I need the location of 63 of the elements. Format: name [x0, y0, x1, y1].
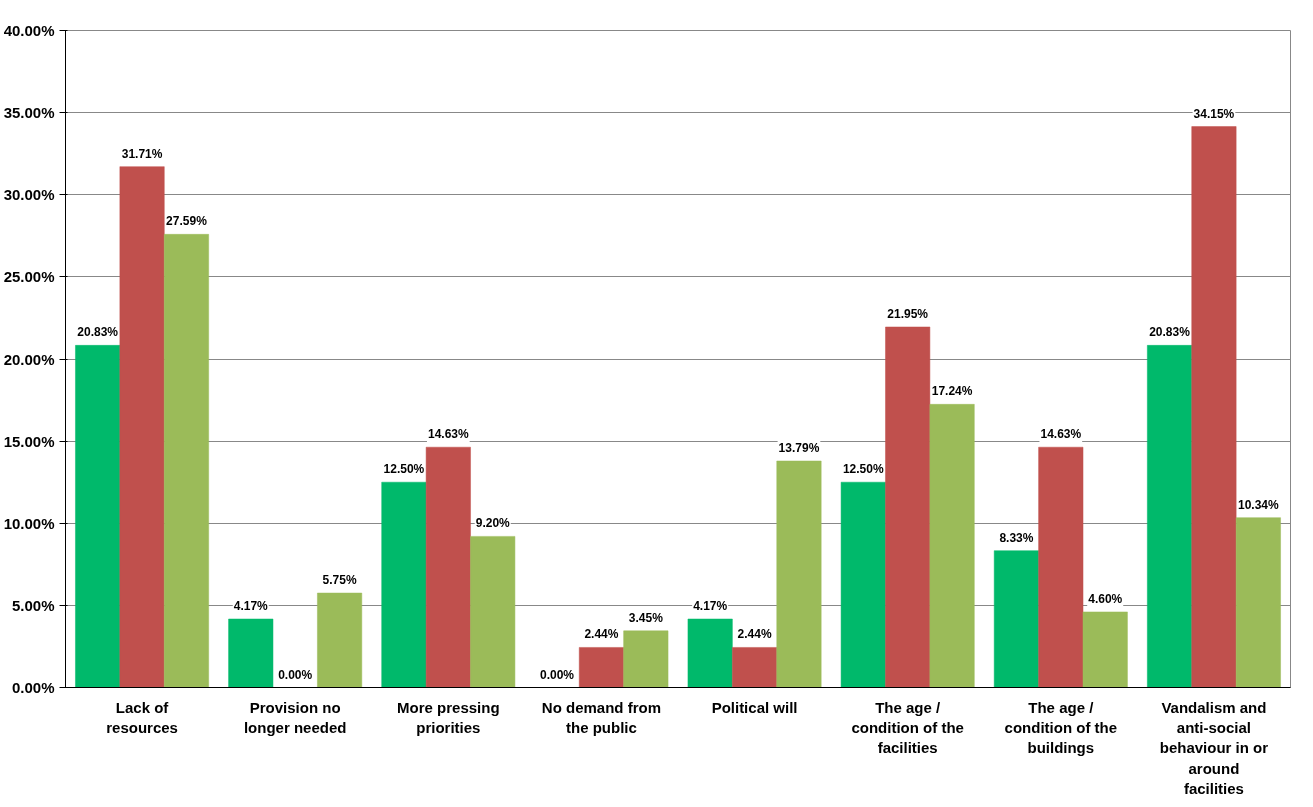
data-label: 2.44%	[584, 627, 619, 642]
data-label: 34.15%	[1193, 106, 1235, 121]
y-tick-label: 10.00%	[3, 514, 55, 532]
bar	[840, 481, 886, 688]
bar	[623, 630, 669, 688]
bar	[1235, 517, 1281, 688]
bar	[929, 404, 975, 688]
data-label: 3.45%	[628, 610, 664, 625]
bar	[993, 550, 1039, 688]
bar	[687, 618, 733, 688]
bar	[1082, 611, 1128, 688]
data-label: 13.79%	[778, 441, 820, 456]
x-tick-label: Political will	[711, 698, 798, 716]
x-tick-label: The age / condition of the buildings	[1004, 698, 1118, 757]
data-label: 20.83%	[1149, 325, 1191, 340]
y-tick-label: 0.00%	[11, 679, 55, 696]
data-label: 14.63%	[1040, 427, 1082, 442]
y-tick-label: 40.00%	[3, 22, 55, 39]
data-label: 4.17%	[693, 599, 728, 614]
bar	[1147, 345, 1192, 688]
bar	[317, 592, 363, 688]
bar	[381, 481, 427, 688]
data-label: 20.83%	[77, 325, 119, 340]
bar	[75, 345, 121, 688]
bar	[732, 647, 778, 688]
x-tick-label: Vandalism and anti-social behaviour in or around facilities	[1159, 698, 1269, 798]
bar	[228, 618, 274, 688]
data-label: 10.34%	[1237, 497, 1280, 512]
data-label: 12.50%	[383, 462, 425, 477]
data-label: 8.33%	[999, 530, 1034, 545]
data-label: 9.20%	[475, 516, 511, 531]
bar	[776, 460, 822, 688]
y-tick-label: 25.00%	[3, 268, 55, 286]
y-tick-label: 15.00%	[3, 432, 55, 450]
data-label: 31.71%	[121, 146, 163, 161]
y-tick-label: 35.00%	[3, 104, 55, 122]
bar	[119, 166, 165, 688]
x-tick-label: More pressing priorities	[397, 698, 500, 736]
data-label: 21.95%	[887, 307, 929, 322]
data-label: 12.50%	[842, 462, 884, 477]
y-tick-label: 20.00%	[3, 350, 55, 368]
data-label: 17.24%	[931, 384, 973, 399]
data-label: 5.75%	[322, 573, 357, 588]
data-label: 14.63%	[427, 427, 469, 442]
y-tick-label: 5.00%	[11, 596, 55, 614]
data-label: 27.59%	[166, 214, 208, 229]
bar	[470, 536, 516, 688]
x-tick-label: The age / condition of the facilities	[851, 698, 964, 757]
bar	[578, 647, 624, 688]
data-label: 4.17%	[233, 599, 269, 614]
x-tick-label: Provision no longer needed	[243, 698, 347, 736]
bar	[1191, 126, 1237, 688]
bar	[1038, 446, 1084, 688]
data-label: 2.44%	[737, 627, 772, 642]
data-label: 0.00%	[278, 667, 313, 682]
data-label: 0.00%	[540, 667, 575, 682]
data-label: 4.60%	[1088, 592, 1123, 607]
bar	[425, 446, 471, 688]
bar	[885, 326, 931, 688]
x-tick-label: No demand from the public	[541, 698, 662, 736]
bar	[164, 234, 209, 688]
y-tick-label: 30.00%	[3, 186, 55, 204]
x-tick-label: Lack of resources	[106, 698, 178, 736]
